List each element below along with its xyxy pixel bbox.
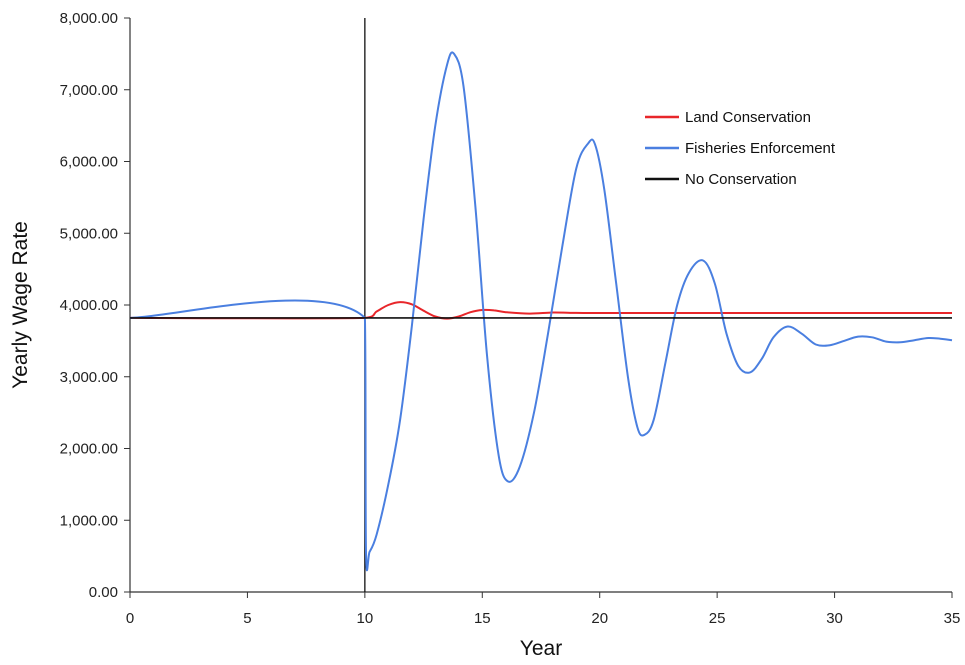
x-tick-label: 30 — [826, 610, 843, 627]
x-ticks: 0 5 10 15 20 25 30 35 — [126, 592, 961, 627]
x-tick-label: 0 — [126, 610, 134, 627]
x-tick-label: 35 — [944, 610, 961, 627]
x-tick-label: 25 — [709, 610, 726, 627]
axes — [129, 18, 952, 593]
legend-label-1: Fisheries Enforcement — [685, 140, 836, 157]
y-tick-label: 1,000.00 — [60, 512, 118, 529]
y-ticks: 0.00 1,000.00 2,000.00 3,000.00 4,000.00 5,00… — [60, 10, 130, 601]
series-lines — [129, 51, 953, 572]
x-axis-title: Year — [520, 637, 562, 660]
legend-label-0: Land Conservation — [685, 109, 811, 126]
y-tick-label: 6,000.00 — [60, 154, 118, 171]
x-tick-label: 20 — [591, 610, 608, 627]
y-tick-label: 4,000.00 — [60, 297, 118, 314]
x-tick-label: 5 — [243, 610, 251, 627]
y-tick-label: 7,000.00 — [60, 82, 118, 99]
y-tick-label: 0.00 — [89, 584, 118, 601]
y-tick-label: 8,000.00 — [60, 10, 118, 27]
series-line-0 — [129, 301, 952, 320]
x-tick-label: 15 — [474, 610, 491, 627]
series-line-1 — [129, 51, 953, 572]
legend: Land Conservation Fisheries Enforcement No… — [645, 109, 836, 188]
y-tick-label: 5,000.00 — [60, 225, 118, 242]
y-tick-label: 3,000.00 — [60, 369, 118, 386]
y-tick-label: 2,000.00 — [60, 441, 118, 458]
legend-label-2: No Conservation — [685, 171, 797, 188]
x-tick-label: 10 — [357, 610, 374, 627]
y-axis-title: Yearly Wage Rate — [9, 221, 32, 389]
